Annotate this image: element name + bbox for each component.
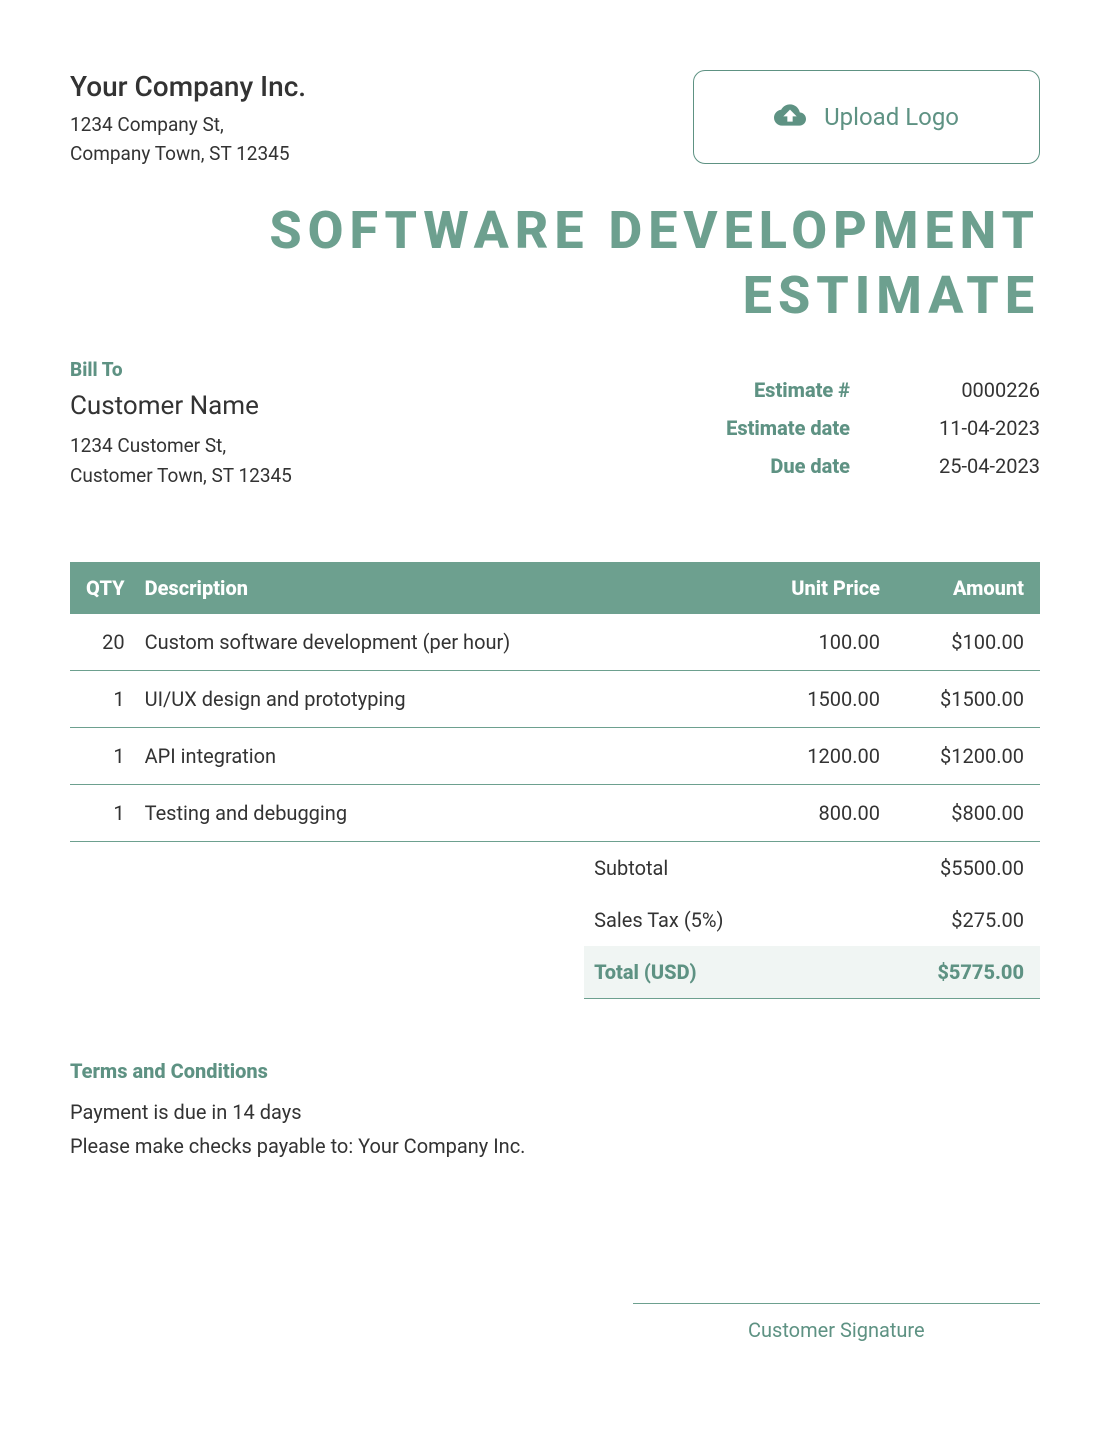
signature-section: Customer Signature xyxy=(70,1303,1040,1342)
estimate-date-row: Estimate date 11-04-2023 xyxy=(726,416,1040,440)
subtotal-value: $5500.00 xyxy=(940,856,1024,880)
header-amount: Amount xyxy=(890,562,1040,614)
items-table: QTY Description Unit Price Amount 20Cust… xyxy=(70,562,1040,842)
cell-amount: $1500.00 xyxy=(890,670,1040,727)
estimate-date-value: 11-04-2023 xyxy=(910,416,1040,440)
estimate-number-row: Estimate # 0000226 xyxy=(726,378,1040,402)
cell-amount: $1200.00 xyxy=(890,727,1040,784)
upload-logo-label: Upload Logo xyxy=(824,103,959,131)
tax-label: Sales Tax (5%) xyxy=(594,908,723,932)
company-name: Your Company Inc. xyxy=(70,70,693,103)
company-address-line2: Company Town, ST 12345 xyxy=(70,140,693,169)
terms-line2: Please make checks payable to: Your Comp… xyxy=(70,1129,1040,1163)
total-label: Total (USD) xyxy=(594,960,696,984)
header-qty: QTY xyxy=(70,562,135,614)
cell-amount: $800.00 xyxy=(890,784,1040,841)
estimate-number-value: 0000226 xyxy=(910,378,1040,402)
customer-address-line2: Customer Town, ST 12345 xyxy=(70,461,726,491)
terms-section: Terms and Conditions Payment is due in 1… xyxy=(70,1059,1040,1163)
company-address-line1: 1234 Company St, xyxy=(70,111,693,140)
estimate-number-label: Estimate # xyxy=(754,378,850,402)
terms-text: Payment is due in 14 days Please make ch… xyxy=(70,1095,1040,1163)
tax-row: Sales Tax (5%) $275.00 xyxy=(584,894,1040,946)
cell-unit-price: 1500.00 xyxy=(730,670,890,727)
bill-to-section: Bill To Customer Name 1234 Customer St, … xyxy=(70,358,726,492)
estimate-date-label: Estimate date xyxy=(726,416,850,440)
document-title: SOFTWARE DEVELOPMENT ESTIMATE xyxy=(70,198,1040,328)
table-header-row: QTY Description Unit Price Amount xyxy=(70,562,1040,614)
company-address: 1234 Company St, Company Town, ST 12345 xyxy=(70,111,693,168)
cell-qty: 1 xyxy=(70,670,135,727)
terms-label: Terms and Conditions xyxy=(70,1059,1040,1083)
cell-description: UI/UX design and prototyping xyxy=(135,670,730,727)
cell-unit-price: 100.00 xyxy=(730,614,890,671)
header-unit-price: Unit Price xyxy=(730,562,890,614)
cell-qty: 1 xyxy=(70,784,135,841)
totals-section: Subtotal $5500.00 Sales Tax (5%) $275.00… xyxy=(70,842,1040,999)
bill-to-label: Bill To xyxy=(70,358,726,381)
customer-address: 1234 Customer St, Customer Town, ST 1234… xyxy=(70,431,726,492)
table-row: 1API integration1200.00$1200.00 xyxy=(70,727,1040,784)
due-date-row: Due date 25-04-2023 xyxy=(726,454,1040,478)
tax-value: $275.00 xyxy=(951,908,1024,932)
cell-qty: 1 xyxy=(70,727,135,784)
terms-line1: Payment is due in 14 days xyxy=(70,1095,1040,1129)
total-value: $5775.00 xyxy=(937,960,1024,984)
subtotal-row: Subtotal $5500.00 xyxy=(584,842,1040,894)
company-info: Your Company Inc. 1234 Company St, Compa… xyxy=(70,70,693,168)
cell-description: Custom software development (per hour) xyxy=(135,614,730,671)
table-row: 1UI/UX design and prototyping1500.00$150… xyxy=(70,670,1040,727)
cell-qty: 20 xyxy=(70,614,135,671)
customer-name: Customer Name xyxy=(70,391,726,421)
cell-description: API integration xyxy=(135,727,730,784)
upload-cloud-icon xyxy=(774,99,806,135)
estimate-meta: Estimate # 0000226 Estimate date 11-04-2… xyxy=(726,378,1040,478)
cell-unit-price: 1200.00 xyxy=(730,727,890,784)
header-description: Description xyxy=(135,562,730,614)
cell-unit-price: 800.00 xyxy=(730,784,890,841)
signature-label: Customer Signature xyxy=(633,1318,1040,1342)
cell-amount: $100.00 xyxy=(890,614,1040,671)
table-row: 1Testing and debugging800.00$800.00 xyxy=(70,784,1040,841)
customer-address-line1: 1234 Customer St, xyxy=(70,431,726,461)
due-date-value: 25-04-2023 xyxy=(910,454,1040,478)
subtotal-label: Subtotal xyxy=(594,856,668,880)
table-row: 20Custom software development (per hour)… xyxy=(70,614,1040,671)
due-date-label: Due date xyxy=(770,454,850,478)
upload-logo-button[interactable]: Upload Logo xyxy=(693,70,1040,164)
total-row: Total (USD) $5775.00 xyxy=(584,946,1040,999)
cell-description: Testing and debugging xyxy=(135,784,730,841)
